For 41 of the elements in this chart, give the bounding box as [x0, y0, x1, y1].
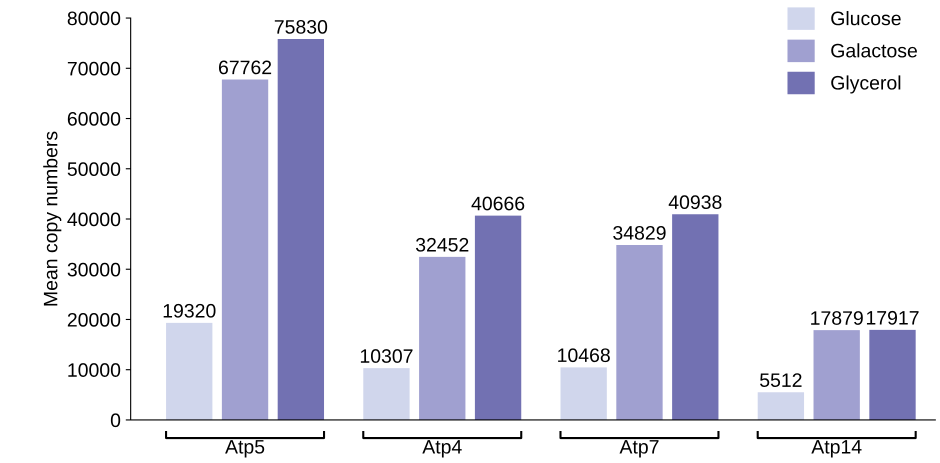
bar — [814, 330, 860, 420]
y-tick-label: 60000 — [68, 112, 120, 126]
data-label: 34829 — [613, 226, 666, 240]
y-tick-label: 40000 — [67, 212, 120, 226]
legend-label: Glycerol — [831, 75, 900, 94]
y-axis-title: Mean copy numbers — [43, 132, 62, 306]
y-tick-label: 20000 — [68, 312, 120, 327]
data-label: 32452 — [416, 238, 468, 252]
bar — [869, 330, 916, 420]
data-label: 17917 — [866, 310, 919, 325]
bar — [278, 39, 324, 420]
data-label: 10307 — [360, 349, 413, 363]
data-label: 75830 — [274, 20, 328, 34]
legend-label: Glucose — [831, 11, 901, 26]
y-tick-label: 30000 — [68, 262, 120, 276]
bar — [560, 367, 607, 420]
bar — [616, 244, 663, 420]
y-tick-label: 80000 — [68, 12, 120, 26]
data-label: 10468 — [558, 348, 610, 362]
y-tick-label: 50000 — [68, 162, 120, 176]
data-label: 19320 — [164, 304, 216, 318]
data-label: 40666 — [471, 196, 524, 210]
data-label: 67762 — [219, 60, 272, 74]
x-tick-label: Atp5 — [225, 440, 264, 458]
x-tick-label: Atp14 — [811, 440, 862, 458]
bar — [672, 214, 718, 420]
bar — [222, 80, 268, 420]
data-label: 17879 — [811, 311, 863, 325]
bar — [474, 216, 522, 420]
bar — [758, 392, 804, 420]
legend-label: Galactose — [831, 43, 917, 58]
data-label: 40938 — [668, 195, 722, 210]
bar — [166, 322, 212, 420]
bar — [419, 256, 466, 420]
x-tick-label: Atp4 — [422, 440, 462, 458]
y-tick-label: 10000 — [68, 363, 120, 377]
bar — [363, 368, 410, 420]
data-label: 5512 — [760, 373, 802, 388]
y-tick-label: 0 — [110, 413, 120, 428]
x-tick-label: Atp7 — [620, 440, 658, 458]
y-tick-label: 70000 — [68, 62, 120, 76]
